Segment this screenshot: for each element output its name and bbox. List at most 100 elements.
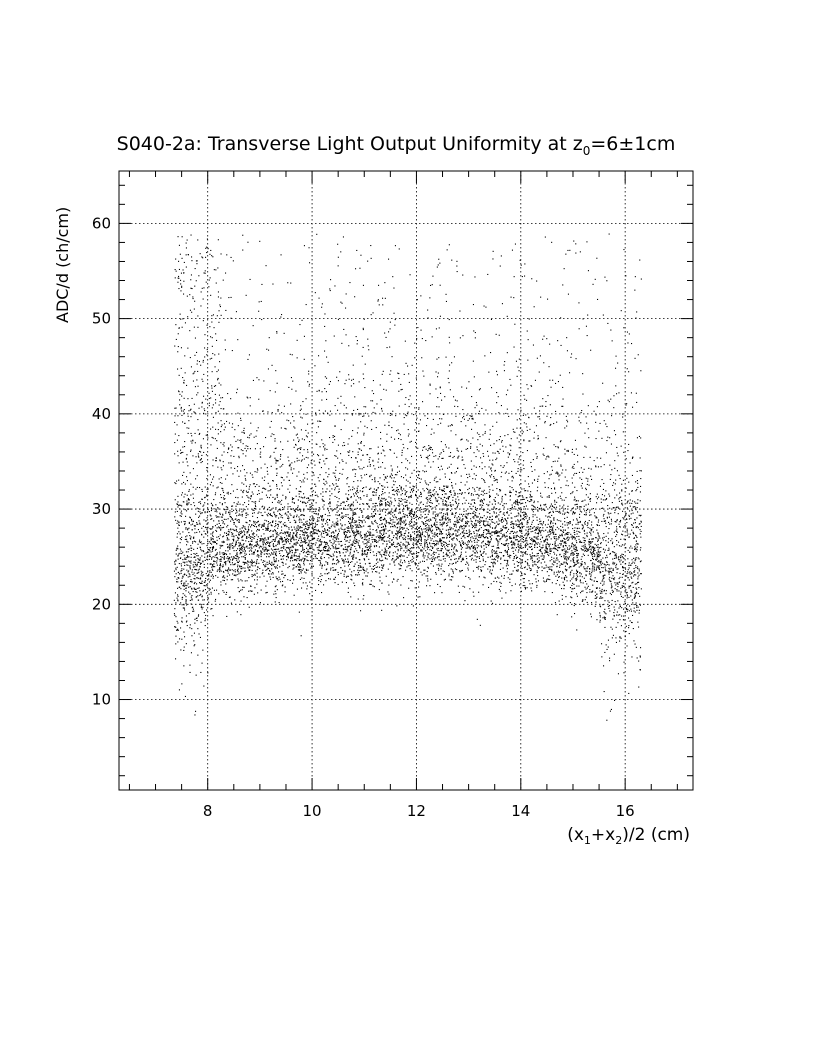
- scatter-point: [226, 526, 228, 528]
- scatter-point: [182, 269, 184, 271]
- scatter-point: [222, 488, 224, 490]
- scatter-point: [531, 278, 533, 280]
- scatter-point: [511, 585, 513, 587]
- scatter-point: [291, 552, 293, 554]
- scatter-point: [244, 509, 246, 511]
- scatter-point: [415, 411, 417, 413]
- scatter-point: [272, 283, 274, 285]
- scatter-point: [503, 506, 505, 508]
- scatter-point: [305, 582, 307, 584]
- scatter-point: [475, 537, 477, 539]
- scatter-point: [228, 422, 230, 424]
- scatter-point: [554, 460, 556, 462]
- scatter-point: [613, 546, 615, 548]
- scatter-point: [249, 520, 251, 522]
- scatter-point: [536, 571, 538, 573]
- scatter-point: [310, 540, 312, 542]
- scatter-point: [442, 533, 444, 535]
- scatter-point: [541, 566, 543, 568]
- scatter-point: [429, 297, 431, 299]
- scatter-point: [427, 492, 429, 494]
- scatter-point: [508, 537, 510, 539]
- scatter-point: [521, 572, 523, 574]
- scatter-point: [536, 543, 538, 545]
- scatter-point: [257, 469, 259, 471]
- scatter-point: [340, 395, 342, 397]
- scatter-point: [415, 495, 417, 497]
- scatter-point: [439, 519, 441, 521]
- scatter-point: [488, 530, 490, 532]
- scatter-point: [379, 384, 381, 386]
- scatter-point: [396, 490, 398, 492]
- scatter-point: [478, 495, 480, 497]
- scatter-point: [384, 297, 386, 299]
- scatter-point: [501, 495, 503, 497]
- scatter-point: [411, 503, 413, 505]
- scatter-point: [631, 572, 633, 574]
- scatter-point: [545, 405, 547, 407]
- scatter-point: [430, 578, 432, 580]
- scatter-point: [181, 604, 183, 606]
- scatter-point: [443, 541, 445, 543]
- scatter-point: [556, 421, 558, 423]
- scatter-point: [407, 535, 409, 537]
- scatter-point: [618, 541, 620, 543]
- scatter-point: [188, 613, 190, 615]
- scatter-point: [270, 509, 272, 511]
- scatter-point: [434, 536, 436, 538]
- scatter-point: [620, 496, 622, 498]
- scatter-point: [340, 523, 342, 525]
- scatter-point: [456, 550, 458, 552]
- scatter-point: [182, 410, 184, 412]
- scatter-point: [511, 470, 513, 472]
- scatter-point: [389, 346, 391, 348]
- scatter-point: [225, 583, 227, 585]
- scatter-point: [627, 342, 629, 344]
- scatter-point: [190, 556, 192, 558]
- scatter-point: [493, 499, 495, 501]
- scatter-point: [211, 566, 213, 568]
- scatter-point: [317, 477, 319, 479]
- scatter-point: [305, 505, 307, 507]
- scatter-point: [440, 452, 442, 454]
- scatter-point: [403, 555, 405, 557]
- scatter-point: [241, 515, 243, 517]
- scatter-point: [524, 546, 526, 548]
- scatter-point: [554, 499, 556, 501]
- scatter-point: [448, 455, 450, 457]
- scatter-point: [517, 509, 519, 511]
- scatter-point: [360, 442, 362, 444]
- scatter-point: [175, 407, 177, 409]
- scatter-point: [474, 478, 476, 480]
- scatter-point: [276, 331, 278, 333]
- scatter-point: [332, 559, 334, 561]
- scatter-point: [281, 314, 283, 316]
- scatter-point: [565, 542, 567, 544]
- scatter-point: [584, 520, 586, 522]
- scatter-point: [594, 566, 596, 568]
- scatter-point: [242, 545, 244, 547]
- scatter-point: [612, 561, 614, 563]
- scatter-point: [202, 589, 204, 591]
- scatter-point: [621, 533, 623, 535]
- scatter-point: [287, 554, 289, 556]
- scatter-point: [398, 512, 400, 514]
- scatter-point: [383, 551, 385, 553]
- scatter-point: [258, 398, 260, 400]
- scatter-point: [337, 491, 339, 493]
- scatter-point: [256, 377, 258, 379]
- scatter-point: [592, 565, 594, 567]
- scatter-point: [327, 412, 329, 414]
- scatter-point: [191, 598, 193, 600]
- scatter-point: [444, 444, 446, 446]
- scatter-point: [275, 555, 277, 557]
- scatter-point: [180, 521, 182, 523]
- scatter-point: [544, 421, 546, 423]
- scatter-point: [245, 553, 247, 555]
- scatter-point: [236, 553, 238, 555]
- scatter-point: [579, 531, 581, 533]
- scatter-point: [266, 556, 268, 558]
- scatter-point: [202, 380, 204, 382]
- scatter-point: [433, 495, 435, 497]
- scatter-point: [278, 548, 280, 550]
